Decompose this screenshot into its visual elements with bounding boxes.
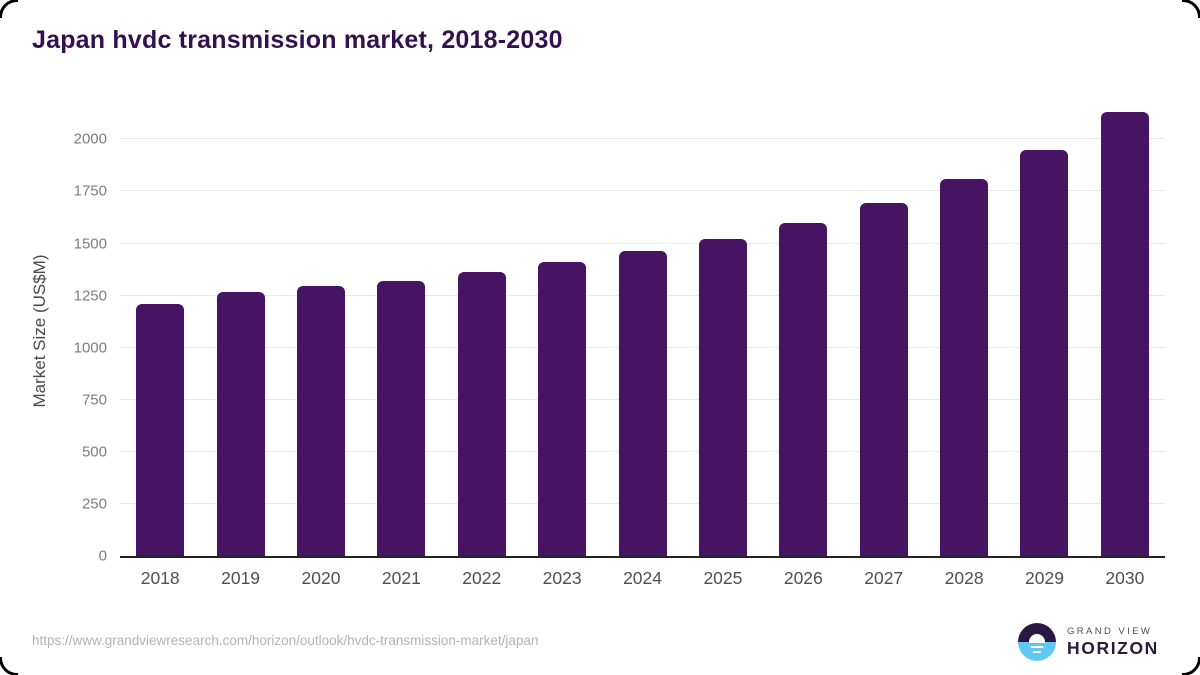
bar-slot-2029 <box>1004 105 1084 556</box>
bar-series <box>120 105 1165 556</box>
y-tick-1000: 1000 <box>73 339 107 357</box>
logo-product-name: HORIZON <box>1067 637 1159 658</box>
bar-slot-2030 <box>1085 105 1165 556</box>
x-tick-2027: 2027 <box>864 568 904 588</box>
y-tick-750: 750 <box>81 391 107 409</box>
y-tick-1250: 1250 <box>73 287 107 305</box>
x-tick-2024: 2024 <box>623 568 662 588</box>
horizon-sunset-icon <box>1018 623 1056 661</box>
x-tick-2022: 2022 <box>462 568 502 588</box>
bar-2018[interactable] <box>136 303 185 556</box>
corner-mark-bottom-left <box>0 657 18 675</box>
x-tick-2029: 2029 <box>1025 568 1064 588</box>
y-axis-title: Market Size (US$M) <box>30 254 49 408</box>
bar-slot-2025 <box>683 105 763 556</box>
bar-slot-2024 <box>602 105 682 556</box>
corner-mark-top-left <box>0 0 18 18</box>
bar-2021[interactable] <box>377 281 426 556</box>
bar-2023[interactable] <box>538 262 587 556</box>
y-tick-500: 500 <box>81 443 107 461</box>
x-tick-2020: 2020 <box>301 568 341 588</box>
bar-2027[interactable] <box>859 202 908 556</box>
bar-2029[interactable] <box>1020 149 1069 556</box>
chart-title: Japan hvdc transmission market, 2018-203… <box>32 26 563 54</box>
bar-2025[interactable] <box>698 239 747 556</box>
bar-slot-2028 <box>924 105 1004 556</box>
bar-2028[interactable] <box>940 178 989 556</box>
bar-2020[interactable] <box>296 286 345 556</box>
bar-2024[interactable] <box>618 250 667 556</box>
corner-mark-bottom-right <box>1182 657 1200 675</box>
bar-2019[interactable] <box>216 292 265 556</box>
x-tick-2025: 2025 <box>703 568 743 588</box>
x-axis-tick-labels: 2018 2019 2020 2021 2022 2023 2024 2025 2026 2027… <box>120 568 1165 589</box>
y-tick-0: 0 <box>98 547 107 565</box>
y-tick-1750: 1750 <box>73 182 107 200</box>
x-tick-2028: 2028 <box>944 568 984 588</box>
corner-mark-top-right <box>1182 0 1200 18</box>
x-tick-2018: 2018 <box>140 568 180 588</box>
x-tick-2023: 2023 <box>542 568 582 588</box>
sun-reflection-line-1 <box>1030 645 1044 649</box>
bar-slot-2027 <box>844 105 924 556</box>
bar-slot-2022 <box>442 105 522 556</box>
y-tick-2000: 2000 <box>73 130 107 148</box>
gridline-2000 <box>120 138 1165 140</box>
sun-reflection-line-2 <box>1033 650 1041 654</box>
bar-slot-2020 <box>281 105 361 556</box>
y-tick-250: 250 <box>81 495 107 513</box>
bar-2022[interactable] <box>457 271 506 556</box>
bar-slot-2021 <box>361 105 441 556</box>
x-tick-2026: 2026 <box>783 568 823 588</box>
logo-brand-name: GRAND VIEW <box>1067 626 1153 637</box>
bar-2030[interactable] <box>1100 112 1149 556</box>
y-tick-1500: 1500 <box>73 235 107 253</box>
plot-area: 0 250 500 750 1000 1250 1500 1750 2000 <box>74 105 1165 565</box>
x-tick-2021: 2021 <box>381 568 421 588</box>
sun-dome-shape <box>1029 633 1045 643</box>
bar-slot-2018 <box>120 105 200 556</box>
gridline-1750 <box>120 190 1165 192</box>
bar-slot-2019 <box>200 105 280 556</box>
x-tick-2019: 2019 <box>221 568 261 588</box>
bar-slot-2023 <box>522 105 602 556</box>
gridline-1500 <box>120 242 1165 244</box>
logo-text: GRAND VIEW HORIZON <box>1067 627 1159 657</box>
bar-slot-2026 <box>763 105 843 556</box>
bar-2026[interactable] <box>779 222 828 556</box>
grand-view-horizon-logo[interactable]: GRAND VIEW HORIZON <box>1018 623 1159 661</box>
source-url-text: https://www.grandviewresearch.com/horizo… <box>32 633 539 648</box>
x-tick-2030: 2030 <box>1105 568 1145 588</box>
